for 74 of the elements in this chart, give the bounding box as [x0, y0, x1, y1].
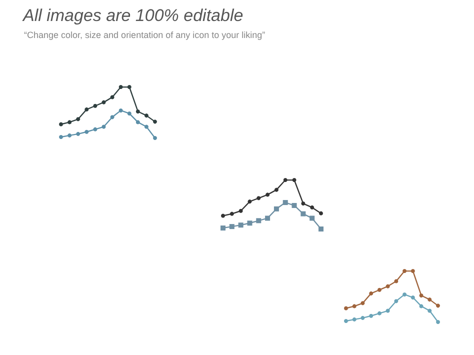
point [282, 200, 288, 206]
point [386, 284, 390, 288]
point [274, 206, 279, 212]
point [344, 306, 348, 310]
point [377, 311, 382, 316]
point [265, 216, 270, 221]
point [220, 226, 226, 231]
point [110, 115, 114, 120]
chart-title: All images are 100% editable [23, 6, 244, 26]
point [436, 320, 440, 324]
point [76, 117, 80, 122]
point [310, 205, 314, 210]
point [144, 124, 148, 129]
point [369, 291, 374, 296]
point [136, 109, 140, 114]
point [436, 304, 440, 308]
point [360, 316, 365, 320]
point [153, 120, 157, 124]
point [419, 293, 424, 298]
point [229, 224, 234, 230]
point [352, 304, 356, 308]
point [428, 298, 432, 302]
point [136, 120, 140, 124]
point [144, 114, 148, 118]
point [230, 212, 234, 216]
point [59, 122, 63, 126]
point [410, 296, 415, 300]
point [410, 269, 415, 273]
point [84, 107, 89, 112]
point [402, 292, 407, 296]
point [394, 279, 398, 284]
point [118, 108, 123, 112]
point [118, 85, 123, 89]
point [318, 226, 324, 232]
point [68, 133, 72, 138]
point [59, 134, 63, 139]
point [93, 104, 98, 108]
point [76, 132, 80, 136]
point [377, 288, 382, 292]
point [93, 127, 98, 132]
point [301, 202, 306, 206]
point [153, 136, 157, 140]
point [428, 308, 432, 313]
point [402, 269, 407, 273]
point [102, 124, 106, 129]
point [127, 85, 132, 89]
point [127, 112, 132, 116]
point [266, 192, 270, 197]
point [292, 202, 297, 208]
point [110, 95, 114, 100]
point [310, 216, 315, 221]
point [256, 196, 261, 200]
point [419, 304, 424, 308]
point [256, 218, 262, 224]
point [352, 317, 356, 322]
point [360, 301, 365, 306]
point [344, 318, 348, 323]
point [386, 308, 390, 313]
point [238, 222, 244, 228]
point [238, 208, 243, 213]
point [319, 211, 323, 216]
chart-subtitle: “Change color, size and orientation of any icon to your liking” [24, 30, 266, 40]
point [84, 130, 89, 134]
point [300, 211, 306, 216]
point [394, 299, 398, 304]
point [248, 200, 252, 204]
point [221, 214, 225, 218]
point [102, 100, 106, 104]
point [292, 178, 296, 182]
point [274, 188, 278, 192]
point [247, 220, 252, 226]
point [283, 178, 288, 182]
point [68, 120, 72, 124]
point [369, 314, 374, 318]
